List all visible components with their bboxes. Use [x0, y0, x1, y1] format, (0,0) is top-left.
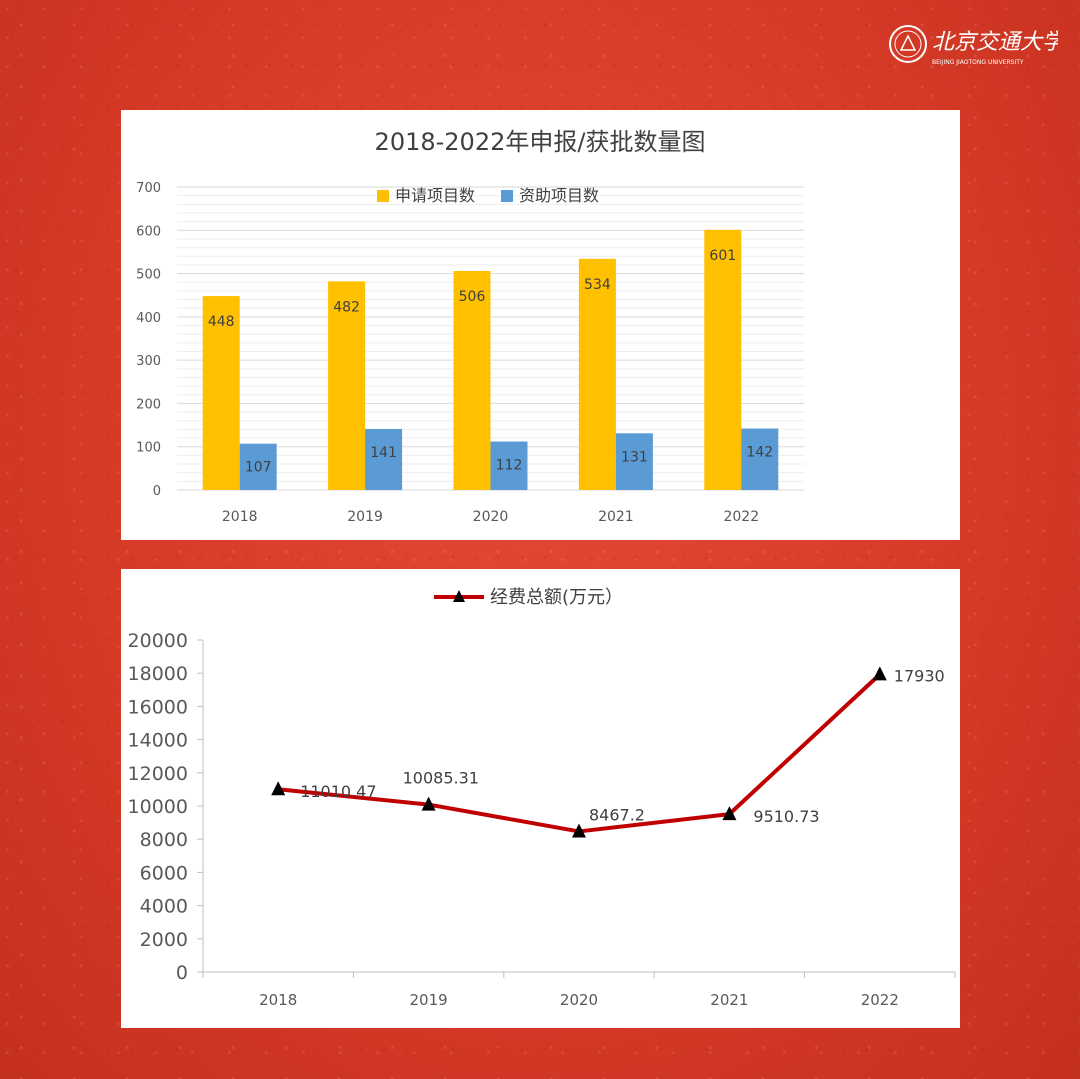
bar-applied [453, 270, 491, 490]
bar-chart: 2018-2022年申报/获批数量图 0 100 200 300 400 500 600 70… [136, 128, 804, 525]
triangle-marker-icon [572, 823, 586, 838]
x-tick-label: 2022 [723, 509, 759, 525]
triangle-marker-icon [722, 806, 737, 821]
legend-label-total-funding: 经费总额(万元） [490, 587, 623, 608]
data-label-funding: 9510.73 [753, 807, 819, 826]
y-tick-label: 0 [176, 962, 188, 984]
logo-emblem-icon: 北京交通大学 BEIJING JIAOTONG UNIVERSITY [889, 25, 1067, 66]
data-label-applied: 534 [584, 277, 611, 293]
bar-funded [615, 433, 653, 490]
y-tick-label: 4000 [140, 896, 188, 918]
data-label-funded: 107 [245, 460, 272, 476]
data-label-funding: 17930 [894, 666, 945, 685]
data-label-funded: 112 [496, 458, 523, 474]
legend-label-applied: 申请项目数 [395, 186, 475, 205]
x-tick-label: 2022 [861, 991, 899, 1009]
university-logo: 北京交通大学 BEIJING JIAOTONG UNIVERSITY [888, 24, 1067, 68]
y-tick-label: 400 [136, 311, 161, 326]
x-tick-label: 2020 [560, 991, 598, 1009]
y-tick-label: 10000 [128, 796, 188, 818]
line-chart-legend: 经费总额(万元） [434, 587, 623, 608]
logo-name-cn: 北京交通大学 [932, 30, 1058, 55]
legend-swatch-applied [377, 190, 389, 202]
y-tick-label: 16000 [128, 696, 188, 718]
bar-chart-legend: 申请项目数 资助项目数 [377, 186, 599, 205]
x-tick-label: 2019 [410, 991, 448, 1009]
bar-applied [328, 281, 366, 490]
data-label-applied: 601 [709, 248, 736, 264]
bar-applied [202, 296, 240, 490]
data-label-applied: 482 [333, 299, 360, 315]
x-tick-label: 2018 [222, 509, 258, 525]
legend-label-funded: 资助项目数 [519, 186, 599, 205]
x-tick-label: 2021 [598, 509, 634, 525]
x-tick-label: 2018 [259, 991, 297, 1009]
data-label-funding: 8467.2 [589, 805, 645, 824]
data-label-applied: 448 [208, 314, 235, 330]
data-label-funding: 10085.31 [403, 769, 479, 788]
bar-funded [365, 428, 403, 490]
y-tick-label: 8000 [140, 829, 188, 851]
data-label-funding: 11010.47 [300, 782, 376, 801]
bar-chart-panel: 2018-2022年申报/获批数量图 0 100 200 300 400 500 600 70… [121, 110, 960, 540]
bar-funded [490, 441, 528, 490]
y-tick-label: 700 [136, 181, 161, 196]
data-label-applied: 506 [459, 289, 486, 305]
x-tick-label: 2021 [710, 991, 748, 1009]
triangle-marker-icon [271, 781, 286, 796]
bar-funded [741, 428, 779, 490]
y-tick-label: 14000 [128, 730, 188, 752]
bar-funded [239, 443, 277, 490]
bar-chart-title: 2018-2022年申报/获批数量图 [375, 128, 706, 156]
y-tick-label: 300 [136, 354, 161, 369]
triangle-marker-icon [872, 666, 887, 681]
legend-swatch-funded [501, 190, 513, 202]
bar-applied [704, 229, 742, 491]
x-tick-label: 2020 [473, 509, 509, 525]
logo-name-en: BEIJING JIAOTONG UNIVERSITY [932, 59, 1024, 66]
y-tick-label: 100 [136, 441, 161, 456]
x-tick-label: 2019 [347, 509, 383, 525]
data-label-funded: 131 [621, 449, 648, 465]
y-tick-label: 20000 [128, 630, 188, 652]
y-tick-label: 200 [136, 397, 161, 412]
y-tick-label: 500 [136, 268, 161, 283]
y-tick-label: 12000 [128, 763, 188, 785]
line-chart-panel: 经费总额(万元） 0 2000 4000 6000 8000 10000 12000 1400… [121, 569, 960, 1028]
y-tick-label: 18000 [128, 663, 188, 685]
y-tick-label: 0 [153, 484, 161, 499]
data-label-funded: 142 [746, 445, 773, 461]
bar-applied [578, 258, 616, 490]
line-chart: 经费总额(万元） 0 2000 4000 6000 8000 10000 12000 1400… [128, 587, 956, 1009]
y-tick-label: 2000 [140, 929, 188, 951]
y-tick-label: 600 [136, 224, 161, 239]
triangle-marker-icon [421, 796, 436, 811]
data-label-funded: 141 [370, 445, 397, 461]
legend-triangle-marker-icon [453, 590, 465, 602]
y-tick-label: 6000 [140, 862, 188, 884]
